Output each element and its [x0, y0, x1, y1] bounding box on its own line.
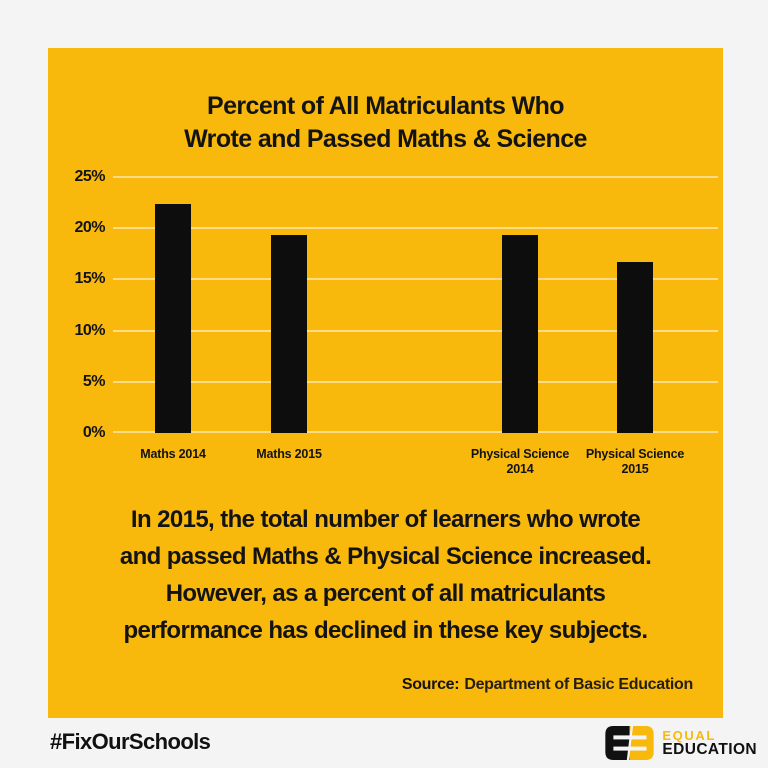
equal-education-logo-icon — [605, 726, 655, 760]
gridline-0% — [113, 431, 718, 433]
gridline-20% — [113, 227, 718, 229]
annotation-line2: and passed Maths & Physical Science incr… — [119, 543, 652, 570]
annotation-line3: However, as a percent of all matriculant… — [165, 580, 606, 607]
footer: #FixOurSchools EQUAL EDUCATION — [0, 718, 768, 768]
chart-title-line1: Percent of All Matriculants Who — [207, 92, 565, 120]
gridline-25% — [113, 176, 718, 178]
x-label-physical-science-2014: Physical Science 2014 — [470, 447, 570, 476]
bar-physical-science-2014 — [502, 235, 538, 433]
source-line: Source: Department of Basic Education — [402, 676, 693, 694]
gridline-15% — [113, 278, 718, 280]
gridline-5% — [113, 381, 718, 383]
logo-text: EQUAL EDUCATION — [662, 729, 757, 758]
logo-text-education: EDUCATION — [662, 740, 757, 758]
x-label-physical-science-2015: Physical Science 2015 — [585, 447, 685, 476]
chart-title-line2: Wrote and Passed Maths & Science — [184, 125, 587, 153]
y-tick-10%: 10% — [74, 322, 105, 339]
bar-maths-2014 — [155, 204, 191, 433]
gridline-10% — [113, 330, 718, 332]
y-tick-25%: 25% — [74, 168, 105, 185]
infographic-card: Percent of All Matriculants Who Wrote an… — [48, 48, 723, 718]
plot-area — [113, 176, 718, 433]
x-axis-category-labels: Maths 2014 Maths 2015 Physical Science 201… — [113, 447, 718, 487]
chart-title: Percent of All Matriculants Who Wrote an… — [48, 90, 723, 156]
source-value: Department of Basic Education — [464, 676, 693, 693]
logo-text-equal: EQUAL — [662, 727, 716, 743]
bar-physical-science-2015 — [617, 262, 653, 433]
y-tick-5%: 5% — [82, 373, 106, 390]
x-label-maths-2014: Maths 2014 — [140, 447, 206, 461]
y-axis-tick-labels: 0% 5% 10% 15% 20% 25% — [48, 169, 106, 441]
annotation-line4: performance has declined in these key su… — [123, 617, 648, 644]
y-tick-20%: 20% — [74, 219, 105, 236]
hashtag-fixourschools: #FixOurSchools — [50, 729, 211, 754]
y-tick-15%: 15% — [74, 270, 105, 287]
source-label: Source: — [401, 676, 460, 693]
annotation-line1: In 2015, the total number of learners wh… — [130, 506, 641, 533]
x-label-maths-2015: Maths 2015 — [256, 447, 322, 461]
annotation-text: In 2015, the total number of learners wh… — [48, 501, 723, 649]
equal-education-logo: EQUAL EDUCATION — [602, 725, 757, 761]
bar-maths-2015 — [271, 235, 307, 433]
y-tick-0%: 0% — [82, 424, 106, 441]
